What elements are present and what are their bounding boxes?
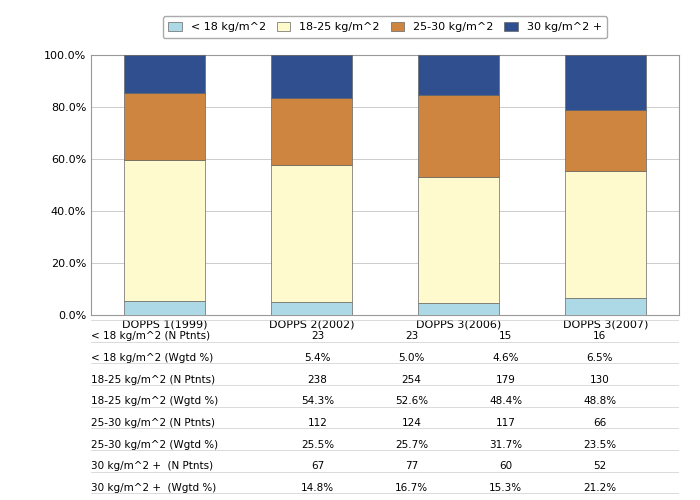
Bar <box>124 94 205 160</box>
Text: 238: 238 <box>307 374 328 384</box>
Text: 16: 16 <box>593 332 606 342</box>
Bar <box>565 298 646 315</box>
Text: 5.4%: 5.4% <box>304 353 330 363</box>
Text: < 18 kg/m^2 (N Ptnts): < 18 kg/m^2 (N Ptnts) <box>91 332 210 342</box>
Text: 4.6%: 4.6% <box>492 353 519 363</box>
Text: 30 kg/m^2 +  (N Ptnts): 30 kg/m^2 + (N Ptnts) <box>91 462 213 471</box>
Text: 16.7%: 16.7% <box>395 483 428 493</box>
Text: < 18 kg/m^2 (Wgtd %): < 18 kg/m^2 (Wgtd %) <box>91 353 214 363</box>
Text: 5.0%: 5.0% <box>398 353 425 363</box>
Text: 15.3%: 15.3% <box>489 483 522 493</box>
Text: 54.3%: 54.3% <box>301 396 334 406</box>
Text: 48.8%: 48.8% <box>583 396 616 406</box>
Bar <box>124 55 205 94</box>
Bar <box>271 98 352 165</box>
Text: 77: 77 <box>405 462 418 471</box>
Text: 52: 52 <box>593 462 606 471</box>
Text: 48.4%: 48.4% <box>489 396 522 406</box>
Text: 18-25 kg/m^2 (Wgtd %): 18-25 kg/m^2 (Wgtd %) <box>91 396 218 406</box>
Text: 25.7%: 25.7% <box>395 440 428 450</box>
Bar <box>271 302 352 315</box>
Text: 23: 23 <box>311 332 324 342</box>
Text: 15: 15 <box>499 332 512 342</box>
Text: 124: 124 <box>402 418 421 428</box>
Text: 67: 67 <box>311 462 324 471</box>
Text: 18-25 kg/m^2 (N Ptnts): 18-25 kg/m^2 (N Ptnts) <box>91 374 215 384</box>
Bar <box>418 95 499 177</box>
Bar <box>565 110 646 171</box>
Text: 21.2%: 21.2% <box>583 483 616 493</box>
Text: 179: 179 <box>496 374 515 384</box>
Bar <box>565 55 646 110</box>
Bar <box>124 160 205 301</box>
Text: 25-30 kg/m^2 (N Ptnts): 25-30 kg/m^2 (N Ptnts) <box>91 418 215 428</box>
Text: 112: 112 <box>307 418 328 428</box>
Text: 60: 60 <box>499 462 512 471</box>
Text: 130: 130 <box>589 374 610 384</box>
Legend: < 18 kg/m^2, 18-25 kg/m^2, 25-30 kg/m^2, 30 kg/m^2 +: < 18 kg/m^2, 18-25 kg/m^2, 25-30 kg/m^2,… <box>163 16 607 38</box>
Text: 25-30 kg/m^2 (Wgtd %): 25-30 kg/m^2 (Wgtd %) <box>91 440 218 450</box>
Text: 23: 23 <box>405 332 418 342</box>
Text: 14.8%: 14.8% <box>301 483 334 493</box>
Bar <box>418 55 499 95</box>
Bar <box>124 301 205 315</box>
Text: 66: 66 <box>593 418 606 428</box>
Bar <box>418 177 499 303</box>
Bar <box>271 165 352 302</box>
Text: 25.5%: 25.5% <box>301 440 334 450</box>
Text: 254: 254 <box>402 374 421 384</box>
Bar <box>418 303 499 315</box>
Text: 31.7%: 31.7% <box>489 440 522 450</box>
Text: 117: 117 <box>496 418 515 428</box>
Text: 23.5%: 23.5% <box>583 440 616 450</box>
Text: 30 kg/m^2 +  (Wgtd %): 30 kg/m^2 + (Wgtd %) <box>91 483 216 493</box>
Text: 52.6%: 52.6% <box>395 396 428 406</box>
Bar <box>271 55 352 98</box>
Bar <box>565 171 646 298</box>
Text: 6.5%: 6.5% <box>587 353 613 363</box>
